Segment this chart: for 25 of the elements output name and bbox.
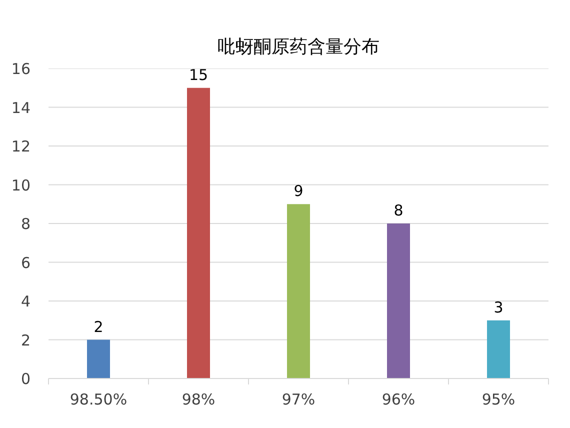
y-tick-label: 0 bbox=[20, 370, 31, 388]
bar bbox=[287, 204, 310, 378]
y-tick-label: 2 bbox=[20, 331, 31, 350]
x-tick-label: 98% bbox=[182, 390, 216, 408]
x-tick-label: 96% bbox=[382, 390, 416, 408]
x-tick-label: 97% bbox=[282, 390, 316, 408]
bar bbox=[187, 88, 210, 378]
y-tick-label: 8 bbox=[20, 215, 31, 233]
y-tick-label: 4 bbox=[20, 292, 31, 310]
data-label: 2 bbox=[94, 318, 104, 336]
data-label: 3 bbox=[494, 298, 504, 316]
y-tick-label: 12 bbox=[11, 138, 31, 156]
x-tick-label: 95% bbox=[482, 390, 516, 408]
y-tick-label: 6 bbox=[20, 254, 31, 272]
bar bbox=[487, 320, 510, 378]
chart-title: 吡蚜酮原药含量分布 bbox=[218, 36, 380, 58]
data-label: 15 bbox=[188, 66, 208, 84]
y-tick-label: 16 bbox=[11, 60, 31, 78]
bar bbox=[87, 340, 110, 378]
bar bbox=[387, 224, 410, 378]
y-tick-label: 10 bbox=[11, 176, 31, 194]
x-tick-label: 98.50% bbox=[70, 390, 128, 408]
data-label: 8 bbox=[394, 202, 404, 220]
data-label: 9 bbox=[294, 182, 304, 200]
y-tick-label: 14 bbox=[11, 98, 31, 117]
